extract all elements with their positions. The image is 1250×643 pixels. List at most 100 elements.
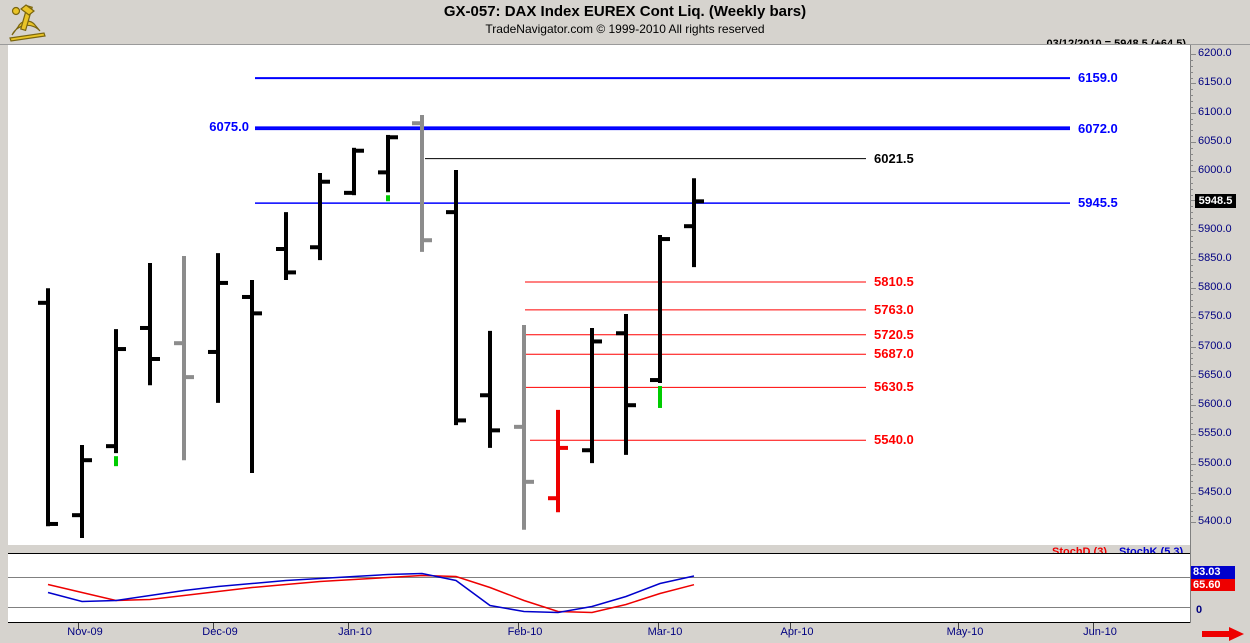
price-axis-tick [1190, 194, 1193, 196]
price-axis-tick [1190, 416, 1193, 418]
price-axis-tick [1190, 118, 1193, 120]
price-axis-tick [1190, 258, 1196, 260]
time-axis-label-Feb-10: Feb-10 [507, 626, 543, 638]
price-axis-tick [1190, 60, 1193, 62]
price-axis-tick [1190, 188, 1193, 190]
price-axis-tick [1190, 153, 1193, 155]
price-axis-tick [1190, 504, 1193, 506]
price-axis-tick [1190, 212, 1193, 214]
price-axis-tick [1190, 457, 1193, 459]
price-chart-canvas[interactable]: TradeNavigator.com [8, 45, 1190, 586]
ohlc-chart-svg [38, 77, 1070, 538]
price-axis-label-6000.0: 6000.0 [1198, 164, 1232, 177]
price-axis-tick [1190, 440, 1193, 442]
level-label-5945.5: 5945.5 [1078, 195, 1118, 211]
price-axis-label-6200.0: 6200.0 [1198, 47, 1232, 60]
price-axis-tick [1190, 159, 1193, 161]
price-axis-tick [1190, 223, 1193, 225]
time-axis-tick [348, 623, 349, 629]
stochastic-panel-canvas[interactable] [8, 553, 1190, 623]
price-axis-label-5750.0: 5750.0 [1198, 310, 1232, 323]
time-axis-label-Mar-10: Mar-10 [647, 626, 683, 638]
price-axis-tick [1190, 399, 1193, 401]
price-axis-tick [1190, 77, 1193, 79]
price-axis-tick [1190, 323, 1193, 325]
price-axis-tick [1190, 463, 1196, 465]
price-axis-label-5550.0: 5550.0 [1198, 427, 1232, 440]
price-axis-tick [1190, 340, 1193, 342]
stoch-k-value-badge: 83.03 [1191, 566, 1235, 579]
price-axis-tick [1190, 229, 1196, 231]
time-axis-tick [790, 623, 791, 629]
price-axis-line [1190, 45, 1191, 623]
stoch-chart-svg [8, 572, 1190, 614]
level-label-6021.5: 6021.5 [874, 150, 914, 166]
price-axis-tick [1190, 346, 1196, 348]
level-label-6072.0: 6072.0 [1078, 121, 1118, 137]
price-axis-tick [1190, 165, 1193, 167]
price-axis-tick [1190, 112, 1196, 114]
price-axis-tick [1190, 487, 1193, 489]
panel-gap [8, 545, 1190, 553]
price-axis-tick [1190, 516, 1193, 518]
price-axis-tick [1190, 276, 1193, 278]
price-axis-label-5900.0: 5900.0 [1198, 222, 1232, 235]
time-axis-label-May-10: May-10 [946, 626, 984, 638]
price-axis-tick [1190, 83, 1196, 85]
trade-navigator-logo-icon [4, 2, 48, 42]
price-axis-tick [1190, 247, 1193, 249]
price-axis-label-5400.0: 5400.0 [1198, 515, 1232, 528]
price-axis-label-6150.0: 6150.0 [1198, 76, 1232, 89]
time-axis-tick [658, 623, 659, 629]
price-axis-tick [1190, 89, 1193, 91]
stoch-zero-label: 0 [1196, 604, 1203, 616]
price-axis-tick [1190, 411, 1193, 413]
level-label-5763.0: 5763.0 [874, 301, 914, 317]
price-axis-tick [1190, 270, 1193, 272]
price-axis-tick [1190, 299, 1193, 301]
time-axis-band [0, 623, 1250, 643]
price-axis-tick [1190, 311, 1193, 313]
time-axis-tick [958, 623, 959, 629]
stoch-line-StochD (3) [47, 574, 695, 614]
price-axis-tick [1190, 405, 1196, 407]
level-lines [255, 77, 1070, 441]
stoch-d-value-badge: 65.60 [1191, 578, 1235, 591]
level-label-5720.5: 5720.5 [874, 326, 914, 342]
price-axis-tick [1190, 522, 1196, 524]
price-axis-tick [1190, 95, 1193, 97]
time-axis-label-Apr-10: Apr-10 [780, 626, 814, 638]
price-axis-label-5450.0: 5450.0 [1198, 485, 1232, 498]
price-axis-tick [1190, 475, 1193, 477]
time-axis-label-Dec-09: Dec-09 [202, 626, 238, 638]
price-axis-tick [1190, 235, 1193, 237]
scroll-right-arrow[interactable] [1202, 627, 1246, 641]
price-axis-tick [1190, 510, 1193, 512]
price-axis-tick [1190, 288, 1196, 290]
price-axis-tick [1190, 136, 1193, 138]
chart-title: GX-057: DAX Index EUREX Cont Liq. (Weekl… [443, 3, 807, 20]
price-axis-tick [1190, 182, 1193, 184]
price-axis-tick [1190, 329, 1193, 331]
price-axis-label-5850.0: 5850.0 [1198, 251, 1232, 264]
price-axis-tick [1190, 317, 1196, 319]
price-axis-tick [1190, 375, 1196, 377]
price-axis-tick [1190, 492, 1196, 494]
price-axis-tick [1190, 428, 1193, 430]
price-axis-tick [1190, 446, 1193, 448]
price-axis-tick [1190, 241, 1193, 243]
price-axis-tick [1190, 335, 1193, 336]
price-axis-tick [1190, 387, 1193, 389]
price-axis-label-5500.0: 5500.0 [1198, 456, 1232, 469]
price-axis-tick [1190, 498, 1193, 500]
price-axis-tick [1190, 218, 1193, 219]
price-axis-tick [1190, 364, 1193, 366]
header-separator [0, 44, 1250, 45]
price-axis-tick [1190, 54, 1196, 56]
level-label-6159.0: 6159.0 [1078, 70, 1118, 86]
price-axis-tick [1190, 358, 1193, 360]
price-axis-tick [1190, 393, 1193, 395]
ohlc-bars [38, 115, 704, 538]
stoch-line-StochK (5,3) [47, 572, 695, 614]
